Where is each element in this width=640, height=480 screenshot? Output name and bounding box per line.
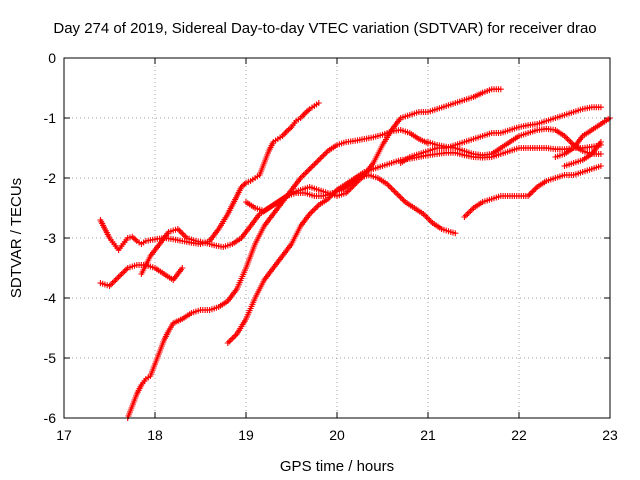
grid-lines	[64, 58, 610, 418]
data-point	[597, 104, 604, 111]
series-track-d	[124, 127, 431, 421]
series-track-e	[224, 142, 604, 346]
series-track-a	[97, 100, 322, 253]
data-point	[597, 139, 604, 145]
y-tick-label: -4	[44, 290, 57, 306]
x-axis-label: GPS time / hours	[280, 458, 394, 475]
data-point	[315, 100, 322, 106]
series-line	[227, 144, 602, 344]
data-point	[597, 163, 604, 169]
series-track-j	[561, 139, 604, 169]
data-marks	[97, 86, 613, 421]
x-tick-label: 17	[56, 427, 72, 443]
series-line	[126, 129, 429, 419]
series-track-c	[138, 172, 459, 277]
x-tick-label: 20	[329, 427, 345, 443]
x-tick-label: 23	[602, 427, 618, 443]
series-track-i	[461, 163, 604, 220]
x-tick-label: 18	[147, 427, 163, 443]
plot-frame	[63, 57, 611, 419]
data-point	[452, 230, 459, 237]
y-tick-label: -2	[44, 170, 57, 186]
axis-ticks: 17 18 19 20 21 22 23 0 -1 -2 -3 -4 -5 -6	[44, 50, 618, 443]
series-track-h	[425, 125, 604, 159]
x-tick-label: 21	[420, 427, 436, 443]
data-point	[497, 86, 504, 93]
chart-title: Day 274 of 2019, Sidereal Day-to-day VTE…	[53, 20, 596, 37]
data-point	[179, 265, 186, 271]
y-axis-label: SDTVAR / TECUs	[8, 178, 25, 298]
x-tick-label: 22	[511, 427, 527, 443]
y-tick-label: -6	[44, 410, 57, 426]
data-point	[597, 151, 604, 157]
series-track-f	[243, 86, 504, 214]
y-tick-label: -5	[44, 350, 57, 366]
x-tick-label: 19	[238, 427, 254, 443]
y-tick-label: 0	[48, 50, 56, 66]
y-tick-label: -3	[44, 230, 57, 246]
series-line	[99, 102, 320, 252]
y-tick-label: -1	[44, 110, 57, 126]
